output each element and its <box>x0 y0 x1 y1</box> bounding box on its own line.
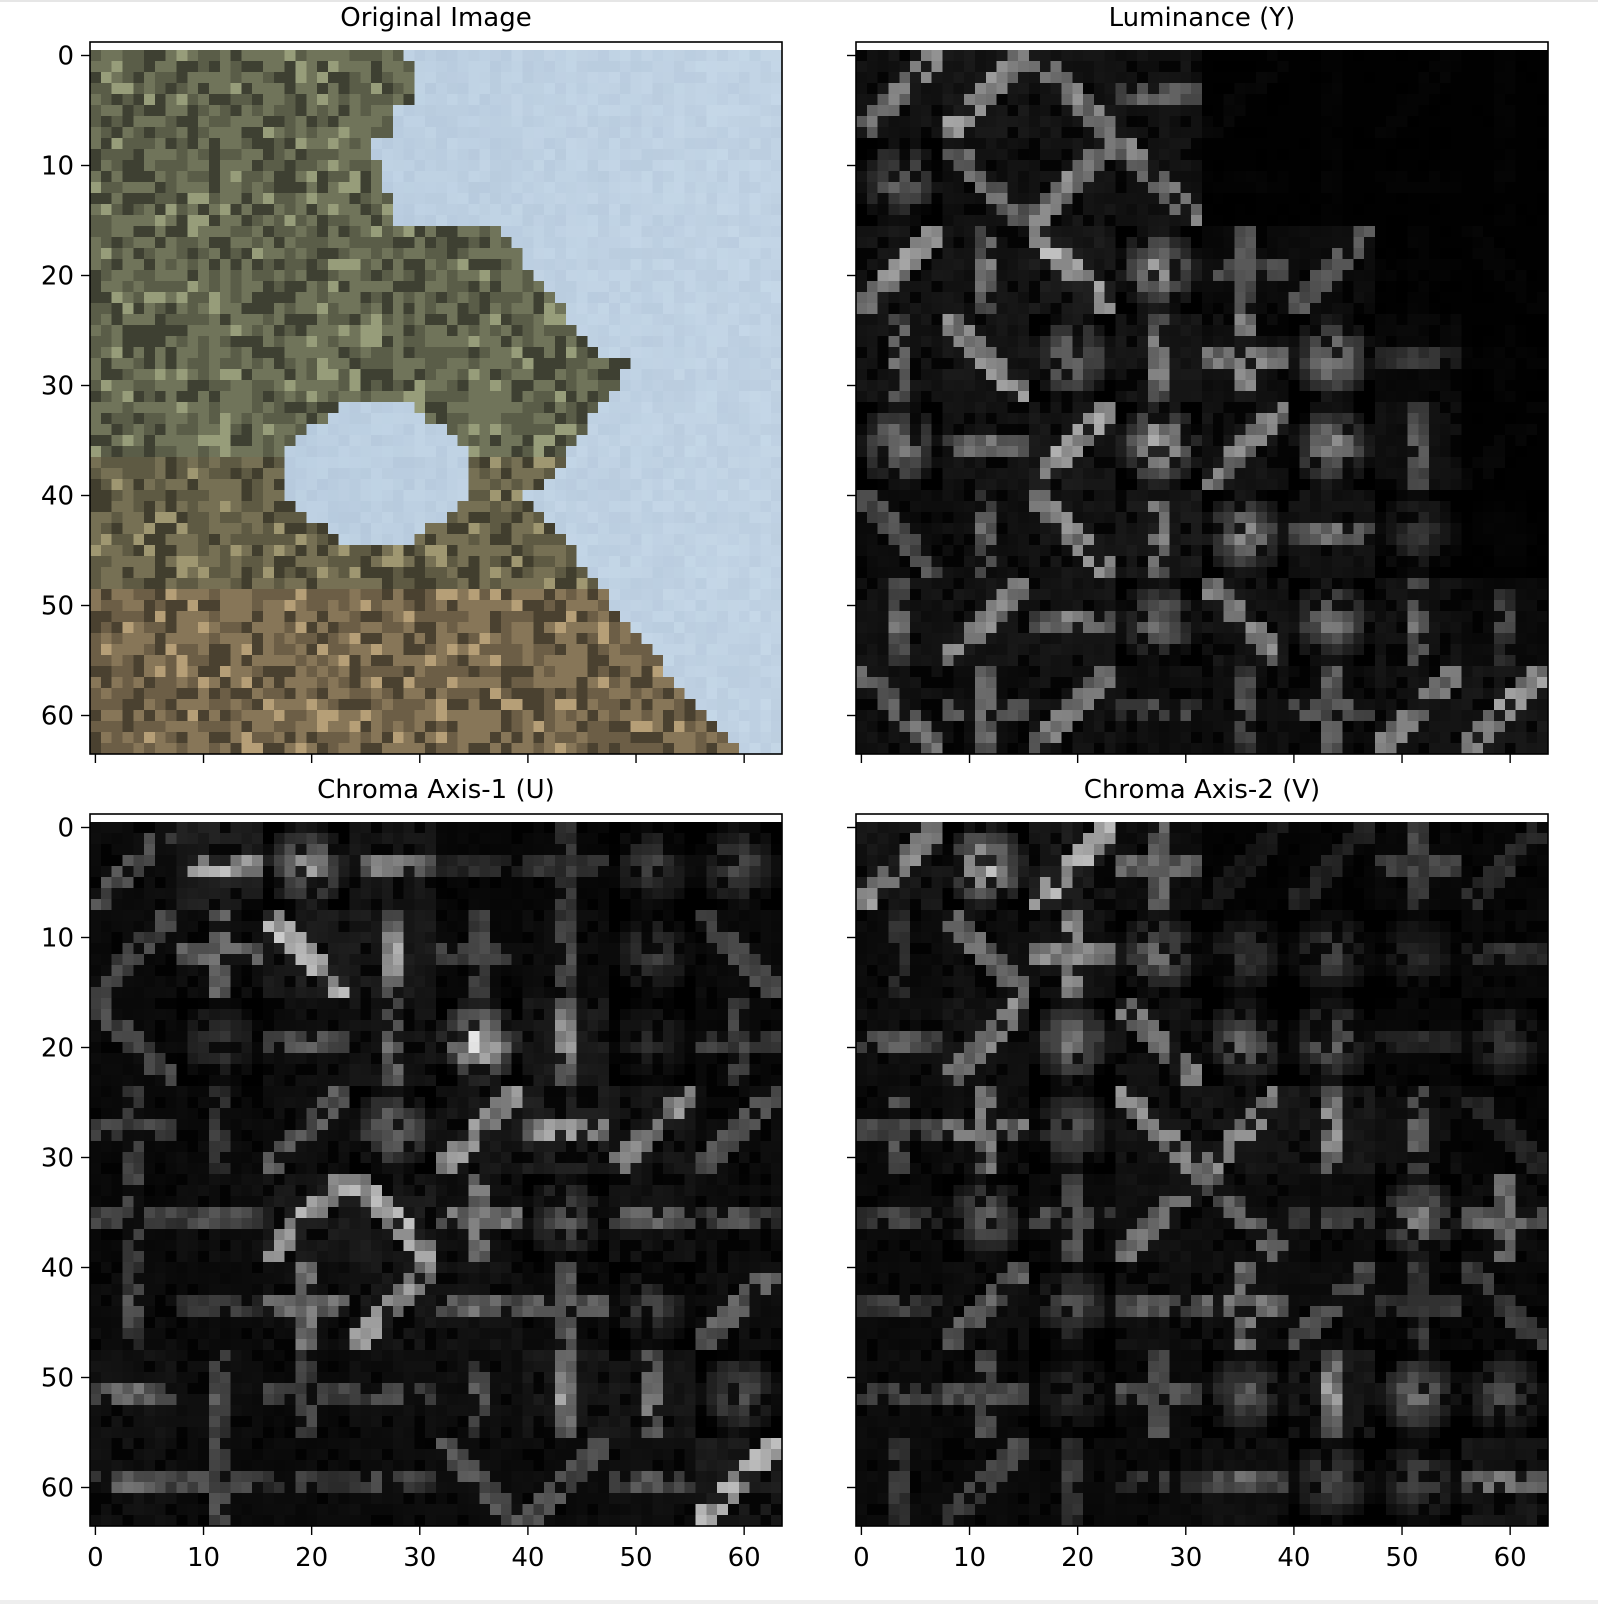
x-tick-label: 30 <box>1169 1543 1202 1573</box>
y-tick-label: 0 <box>57 42 74 72</box>
x-tick-label: 10 <box>187 1543 220 1573</box>
subplot-title: Original Image <box>340 3 531 33</box>
y-tick-label: 20 <box>41 1034 74 1064</box>
axes-frame <box>855 813 1549 1527</box>
subplot-title: Chroma Axis-2 (V) <box>1084 775 1320 805</box>
figure-bottom-border <box>0 1600 1598 1604</box>
subplot-1: Original Image 0 10 20 30 40 50 60 <box>41 3 783 763</box>
x-tick-label: 10 <box>953 1543 986 1573</box>
image-pixels <box>856 50 1549 755</box>
image-pixels <box>90 50 783 755</box>
y-tick-label: 40 <box>41 482 74 512</box>
image-pixels <box>90 822 783 1527</box>
y-tick-label: 10 <box>41 924 74 954</box>
x-tick-label: 60 <box>1494 1543 1527 1573</box>
x-tick-label: 40 <box>511 1543 544 1573</box>
x-tick-label: 40 <box>1277 1543 1310 1573</box>
x-tick-label: 0 <box>853 1543 870 1573</box>
y-tick-label: 50 <box>41 1364 74 1394</box>
x-tick-label: 20 <box>1061 1543 1094 1573</box>
image-pixels <box>856 822 1549 1527</box>
y-tick-label: 20 <box>41 262 74 292</box>
subplot-title: Chroma Axis-1 (U) <box>317 775 555 805</box>
y-tick-label: 40 <box>41 1254 74 1284</box>
x-tick-label: 20 <box>295 1543 328 1573</box>
y-tick-label: 60 <box>41 702 74 732</box>
subplot-2: Luminance (Y) <box>847 3 1549 763</box>
y-tick-label: 50 <box>41 592 74 622</box>
y-tick-label: 30 <box>41 372 74 402</box>
x-tick-label: 30 <box>403 1543 436 1573</box>
x-tick-label: 50 <box>1385 1543 1418 1573</box>
subplot-3: Chroma Axis-1 (U) 0 10 20 30 40 50 60 0 10 20 30 40 5… <box>41 775 783 1573</box>
axes-frame <box>89 41 783 755</box>
y-tick-label: 10 <box>41 152 74 182</box>
figure-top-border <box>0 0 1598 2</box>
y-tick-label: 30 <box>41 1144 74 1174</box>
subplot-title: Luminance (Y) <box>1109 3 1296 33</box>
x-tick-label: 0 <box>87 1543 104 1573</box>
x-tick-label: 60 <box>728 1543 761 1573</box>
axes-frame <box>89 813 783 1527</box>
y-tick-label: 0 <box>57 814 74 844</box>
subplot-4: Chroma Axis-2 (V) 0 10 20 30 40 50 60 <box>847 775 1549 1573</box>
x-tick-label: 50 <box>619 1543 652 1573</box>
y-tick-label: 60 <box>41 1474 74 1504</box>
axes-frame <box>855 41 1549 755</box>
